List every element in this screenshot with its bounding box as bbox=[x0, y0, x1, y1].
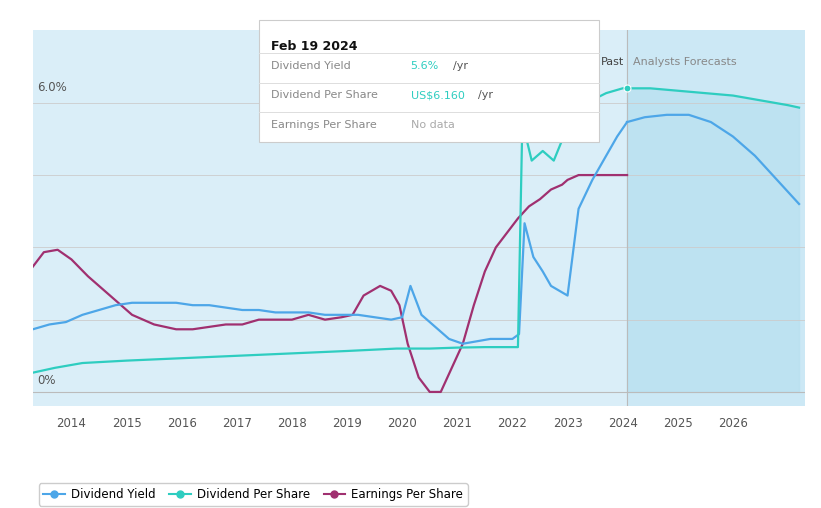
Text: US$6.160: US$6.160 bbox=[410, 90, 465, 101]
Text: Earnings Per Share: Earnings Per Share bbox=[271, 120, 377, 130]
Text: /yr: /yr bbox=[478, 90, 493, 101]
Text: No data: No data bbox=[410, 120, 454, 130]
Bar bbox=[33, 30, 627, 406]
Text: /yr: /yr bbox=[453, 61, 468, 71]
Legend: Dividend Yield, Dividend Per Share, Earnings Per Share: Dividend Yield, Dividend Per Share, Earn… bbox=[39, 483, 468, 506]
Bar bbox=[627, 30, 805, 406]
Text: 6.0%: 6.0% bbox=[37, 81, 67, 94]
Text: Dividend Yield: Dividend Yield bbox=[271, 61, 351, 71]
Text: Feb 19 2024: Feb 19 2024 bbox=[271, 40, 357, 53]
Text: 0%: 0% bbox=[37, 374, 56, 387]
Text: 5.6%: 5.6% bbox=[410, 61, 438, 71]
Text: Dividend Per Share: Dividend Per Share bbox=[271, 90, 378, 101]
Text: Past: Past bbox=[601, 57, 624, 67]
Text: Analysts Forecasts: Analysts Forecasts bbox=[633, 57, 736, 67]
